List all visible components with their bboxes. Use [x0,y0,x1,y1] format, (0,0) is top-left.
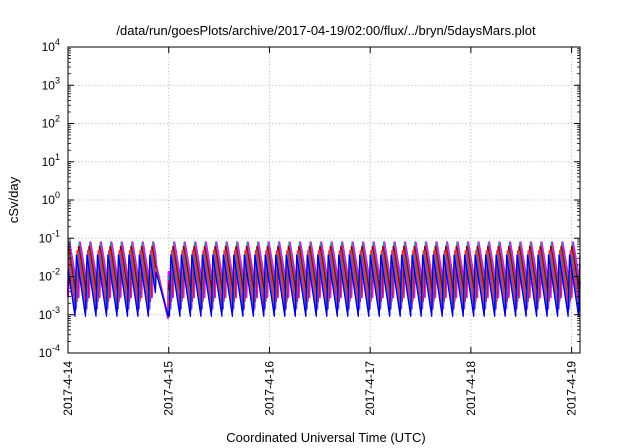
x-tick-label: 2017-4-17 [363,361,377,416]
y-tick-label: 10-3 [39,305,60,322]
y-tick-label: 10-1 [39,228,60,245]
series-group [66,241,582,319]
series-line [67,254,581,317]
y-tick-label: 10-2 [39,267,60,284]
x-tick-label: 2017-4-16 [262,361,276,416]
y-axis-label: cSv/day [6,176,21,223]
y-tick-label: 101 [42,152,60,169]
x-tick-labels: 2017-4-14 2017-4-15 2017-4-16 2017-4-17 2017… [61,361,579,416]
y-tick-labels: 10-4 10-3 10-2 10-1 100 101 102 103 104 [39,37,60,360]
series-line [67,241,581,319]
x-tick-label: 2017-4-14 [61,361,75,416]
x-tick-label: 2017-4-18 [464,361,478,416]
series-line [66,241,582,319]
x-axis-label: Coordinated Universal Time (UTC) [226,430,425,445]
y-tick-label: 100 [42,190,60,207]
series-line [67,245,581,318]
x-tick-label: 2017-4-19 [565,361,579,416]
chart-title: /data/run/goesPlots/archive/2017-04-19/0… [116,23,536,38]
y-tick-label: 102 [42,114,60,131]
ticks [67,46,580,354]
y-tick-label: 104 [42,37,60,54]
y-tick-label: 103 [42,75,60,92]
x-tick-label: 2017-4-15 [162,361,176,416]
y-tick-label: 10-4 [39,343,60,360]
